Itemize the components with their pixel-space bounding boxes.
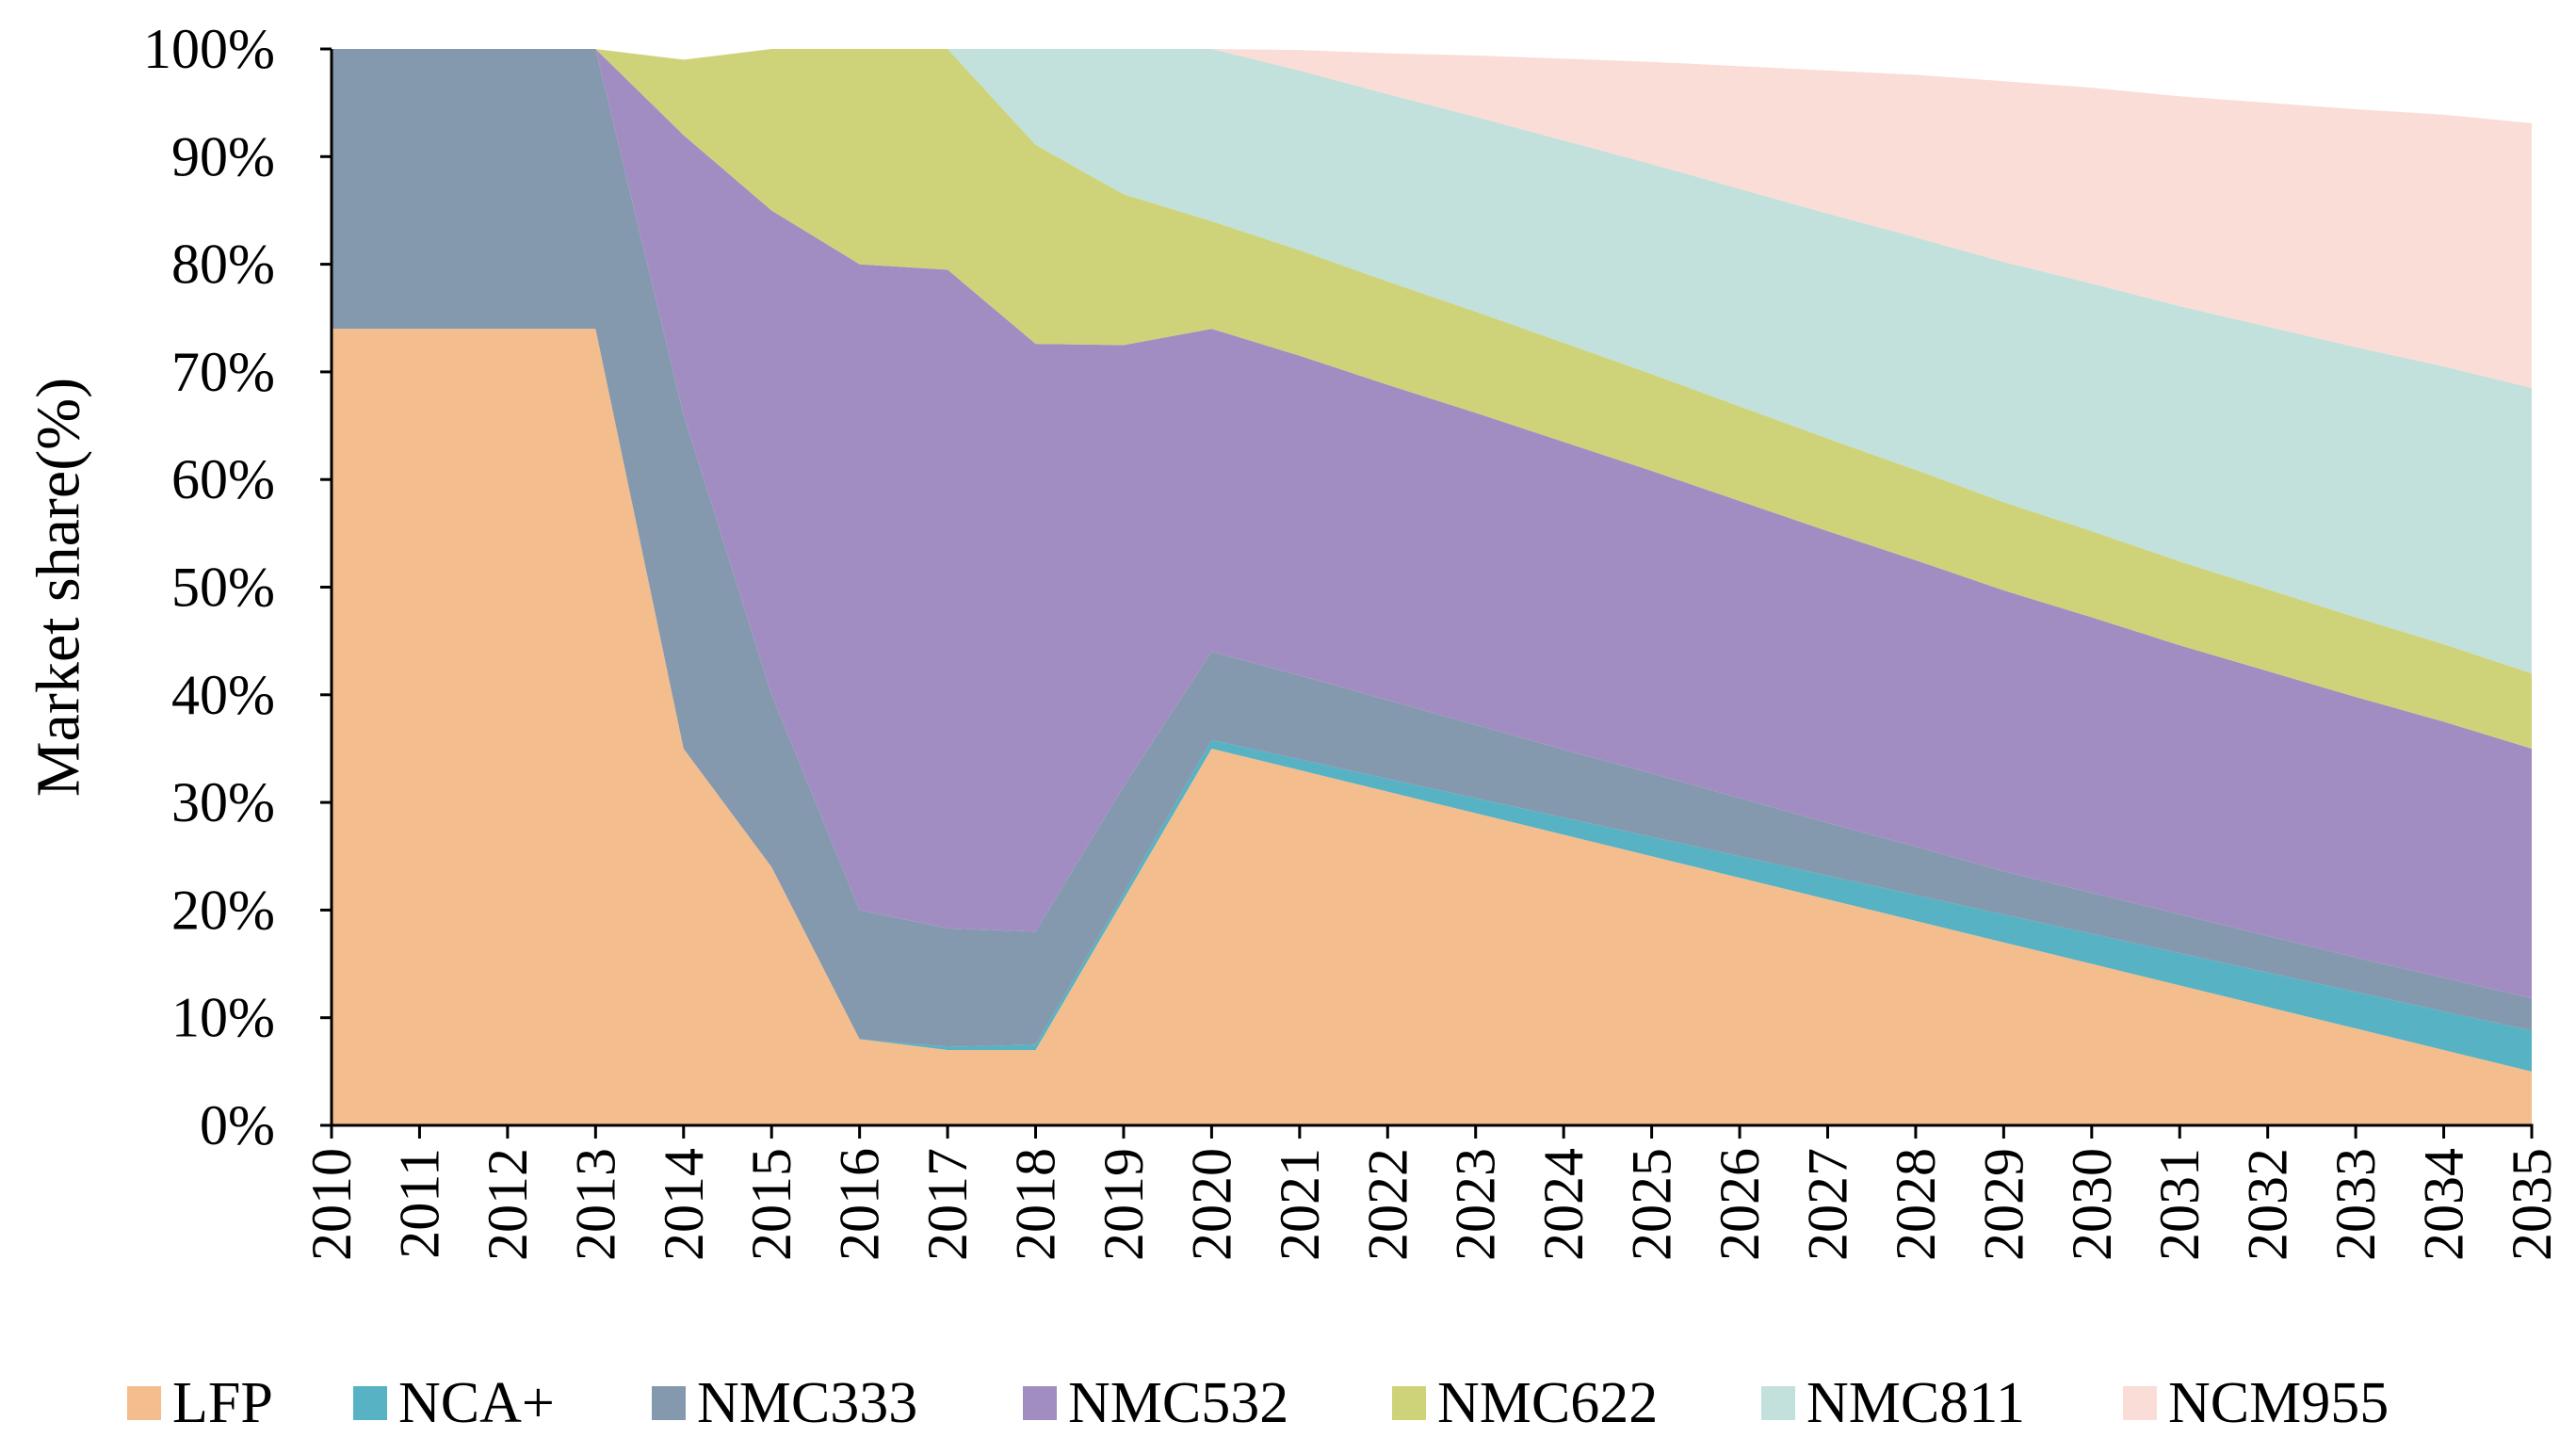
legend-label-nmc622: NMC622 [1437,1371,1658,1435]
x-tick-label: 2032 [2237,1148,2299,1261]
x-tick-label: 2015 [740,1148,802,1261]
x-tick-labels: 2010 2011 2012 2013 2014 2015 2016 2017 2018 2019… [300,1125,2563,1261]
y-tick-label: 40% [171,664,275,726]
legend-swatch-nca- [353,1386,387,1420]
y-tick-label: 100% [143,18,275,80]
legend-label-ncm955: NCM955 [2168,1371,2389,1435]
legend-label-nca-: NCA+ [398,1371,555,1435]
legend: LFP NCA+ NMC333 NMC532 NMC622 NMC811 NCM955 [127,1371,2389,1435]
area-lfp [332,329,2532,1125]
area-ncm955 [332,49,2532,389]
x-tick-label: 2016 [829,1148,891,1261]
legend-swatch-nmc532 [1023,1386,1057,1420]
legend-swatch-nmc622 [1392,1386,1426,1420]
legend-swatch-ncm955 [2123,1386,2157,1420]
area-nmc532 [332,49,2532,999]
x-tick-label: 2017 [916,1148,979,1261]
x-tick-label: 2018 [1005,1148,1067,1261]
legend-swatch-nmc811 [1761,1386,1795,1420]
x-tick-label: 2022 [1356,1148,1418,1261]
legend-label-nmc811: NMC811 [1806,1371,2025,1435]
x-tick-label: 2021 [1269,1148,1331,1261]
x-tick-label: 2029 [1972,1148,2034,1261]
x-tick-label: 2027 [1796,1148,1858,1261]
x-tick-label: 2026 [1709,1148,1771,1261]
x-tick-label: 2034 [2413,1148,2475,1261]
legend-swatch-nmc333 [652,1386,686,1420]
x-tick-label: 2033 [2325,1148,2387,1261]
x-tick-label: 2031 [2148,1148,2211,1261]
x-tick-label: 2010 [300,1148,363,1261]
legend-label-lfp: LFP [172,1371,273,1435]
y-tick-label: 80% [171,234,275,296]
y-tick-label: 70% [171,341,275,403]
x-tick-label: 2025 [1621,1148,1683,1261]
area-nca- [332,329,2532,1072]
legend-label-nmc333: NMC333 [697,1371,917,1435]
y-tick-label: 20% [171,879,275,941]
x-tick-label: 2012 [477,1148,539,1261]
y-tick-label: 90% [171,125,275,187]
x-tick-label: 2024 [1532,1148,1595,1261]
area-nmc333 [332,49,2532,1047]
x-tick-label: 2030 [2061,1148,2123,1261]
area-series-layer [332,49,2532,1125]
x-tick-label: 2011 [388,1148,450,1259]
y-tick-label: 0% [200,1094,275,1156]
legend-label-nmc532: NMC532 [1068,1371,1288,1435]
x-tick-label: 2023 [1445,1148,1507,1261]
y-tick-label: 10% [171,987,275,1049]
legend-swatch-lfp [127,1386,161,1420]
x-tick-label: 2035 [2501,1148,2563,1261]
area-nmc622 [332,49,2532,749]
x-tick-label: 2019 [1093,1148,1155,1261]
x-tick-label: 2028 [1885,1148,1947,1261]
y-tick-label: 60% [171,448,275,510]
y-tick-label: 30% [171,771,275,833]
x-tick-label: 2020 [1180,1148,1242,1261]
x-tick-label: 2014 [653,1148,715,1261]
y-tick-label: 50% [171,557,275,619]
area-nmc811 [332,49,2532,673]
y-tick-labels: 0% 10% 20% 30% 40% 50% 60% 70% 80% 90% 100% [143,18,332,1156]
y-axis-title: Market share(%) [24,378,93,797]
x-tick-label: 2013 [564,1148,626,1261]
